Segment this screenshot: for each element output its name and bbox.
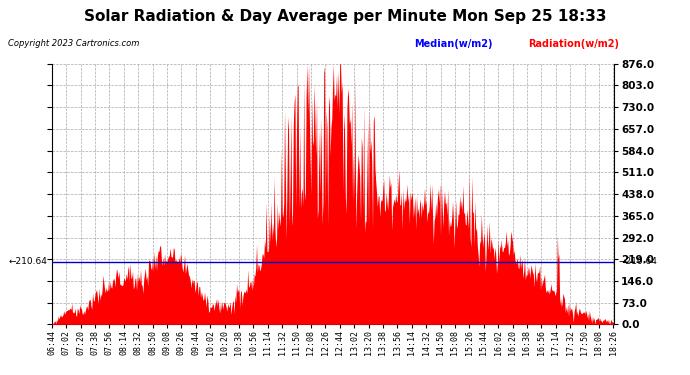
Text: →210.64: →210.64 — [618, 257, 657, 266]
Text: Median(w/m2): Median(w/m2) — [414, 39, 493, 50]
Text: Radiation(w/m2): Radiation(w/m2) — [528, 39, 619, 50]
Text: Solar Radiation & Day Average per Minute Mon Sep 25 18:33: Solar Radiation & Day Average per Minute… — [83, 9, 607, 24]
Text: Copyright 2023 Cartronics.com: Copyright 2023 Cartronics.com — [8, 39, 139, 48]
Text: ←210.64: ←210.64 — [9, 257, 48, 266]
